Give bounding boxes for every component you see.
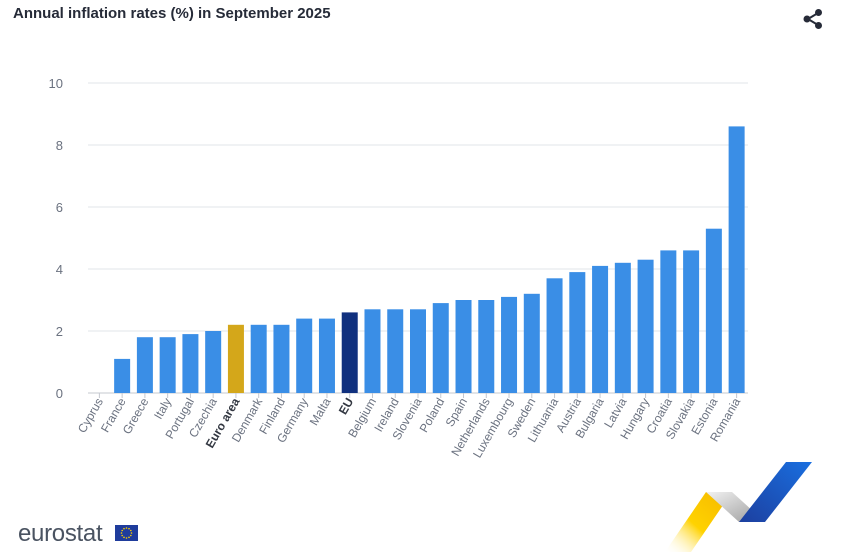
bar [227, 324, 244, 393]
bar [136, 337, 153, 393]
flag-star [121, 529, 123, 532]
bar [705, 228, 722, 393]
bar [660, 250, 677, 393]
flag-star [123, 536, 125, 539]
x-tick-label: EU [336, 396, 356, 417]
bar [205, 331, 222, 393]
bar [273, 324, 290, 393]
bar [523, 293, 540, 393]
flag-star [125, 537, 128, 539]
flag-star [128, 527, 130, 530]
flag-star [130, 529, 132, 532]
x-tick-label: Malta [307, 395, 334, 428]
bar [318, 318, 335, 393]
y-tick-label: 0 [56, 386, 63, 401]
page-title: Annual inflation rates (%) in September … [13, 5, 331, 22]
bar [683, 250, 700, 393]
y-tick-label: 10 [49, 76, 63, 91]
flag-star [121, 534, 123, 537]
bar [728, 126, 745, 394]
bar [410, 309, 426, 393]
bar [432, 303, 449, 393]
bar [455, 300, 472, 393]
bar [387, 309, 404, 393]
x-tick-label: Italy [151, 396, 174, 422]
bar [114, 358, 131, 393]
eurostat-logo[interactable]: eurostat [18, 520, 103, 547]
flag-star [120, 532, 123, 534]
bar [364, 309, 381, 393]
bar [478, 300, 495, 393]
eurostat-decoration [665, 462, 812, 552]
bar [296, 318, 313, 393]
eu-flag-icon [115, 525, 138, 541]
flag-star [123, 527, 125, 530]
bar [159, 337, 176, 393]
flag-star [125, 527, 128, 529]
bar [592, 265, 609, 393]
y-tick-label: 4 [56, 262, 63, 277]
bar [341, 312, 358, 393]
bar [614, 262, 631, 393]
y-tick-label: 6 [56, 200, 63, 215]
flag-star [130, 534, 132, 537]
bar [182, 334, 199, 393]
bar [569, 272, 586, 393]
flag-star [130, 532, 133, 534]
share-icon[interactable] [802, 8, 824, 30]
bar [546, 278, 563, 393]
bar [501, 296, 518, 393]
bar [250, 324, 267, 393]
y-tick-label: 2 [56, 324, 63, 339]
y-tick-label: 8 [56, 138, 63, 153]
flag-star [128, 536, 130, 539]
bar [637, 259, 654, 393]
